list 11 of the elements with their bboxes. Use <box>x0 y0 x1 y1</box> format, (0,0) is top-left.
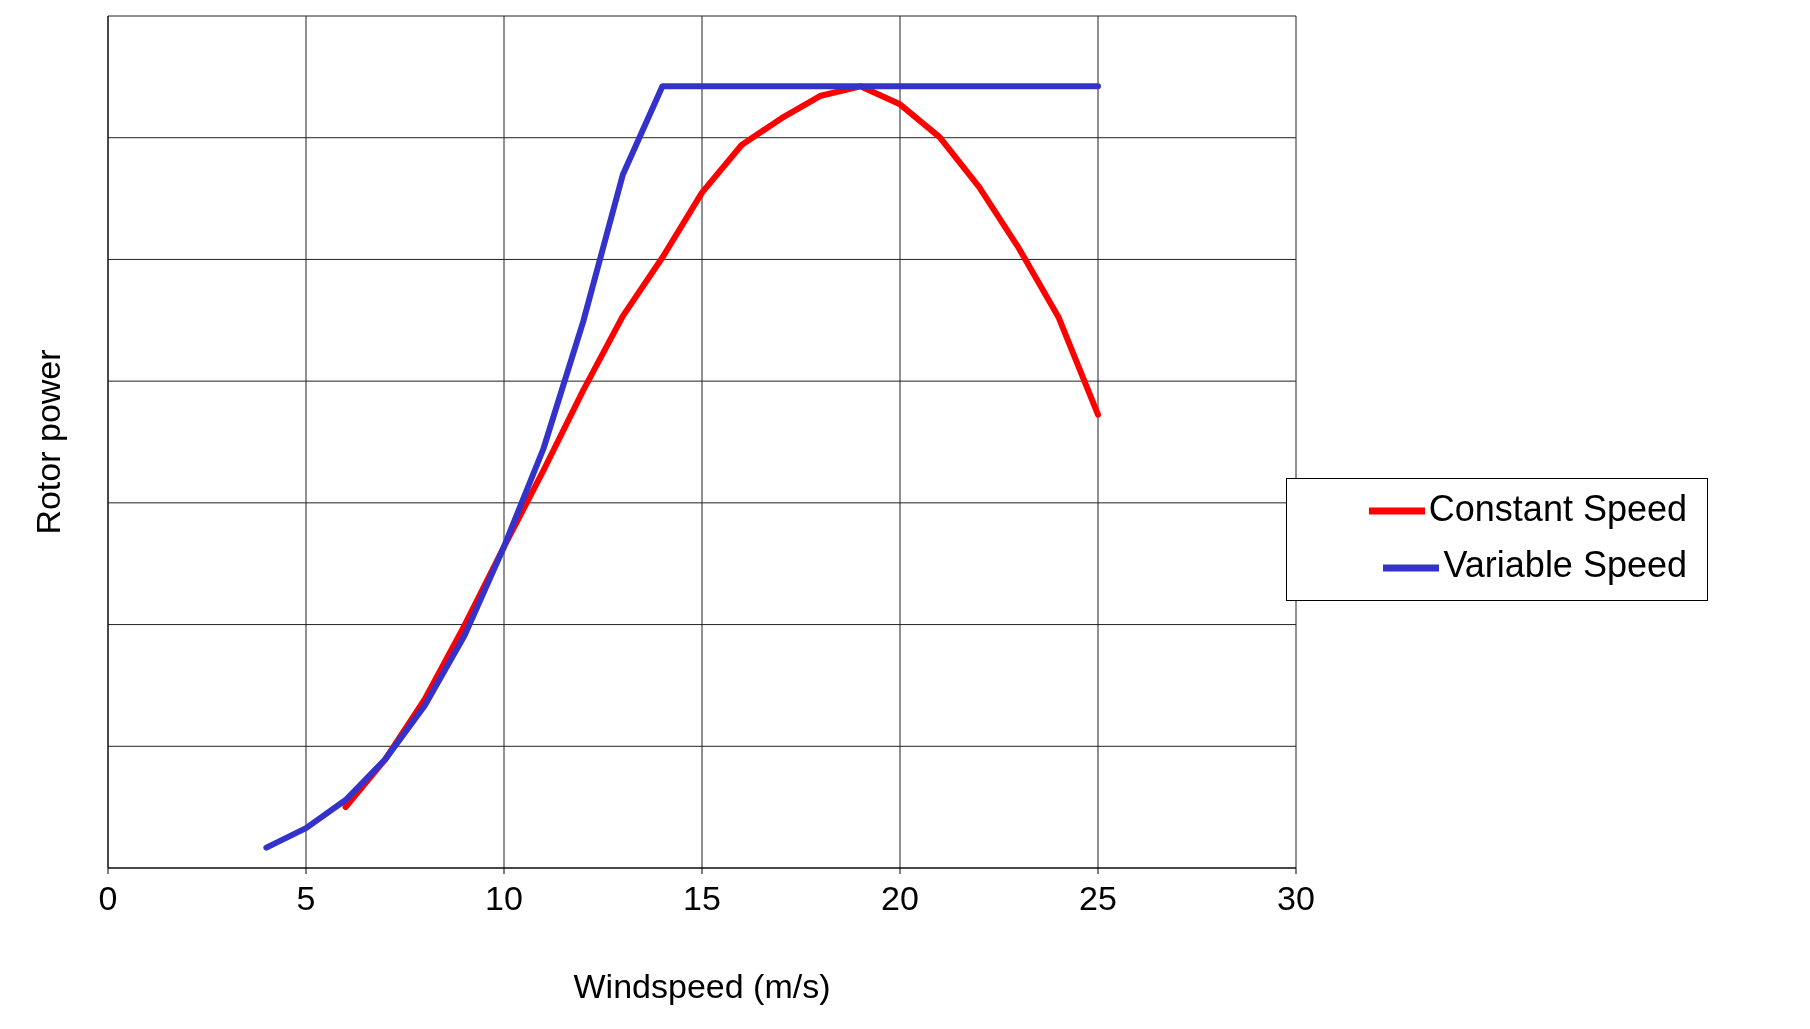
x-tick-label: 25 <box>1079 879 1117 918</box>
x-tick-label: 30 <box>1277 879 1315 918</box>
x-tick-label: 5 <box>296 879 316 918</box>
x-tick-label: 10 <box>485 879 523 918</box>
legend-label: Constant Speed <box>1428 488 1687 529</box>
legend-label: Variable Speed <box>1443 544 1687 586</box>
y-axis-title: Rotor power <box>29 349 68 535</box>
x-axis-title: Windspeed (m/s) <box>573 967 831 1005</box>
x-tick-label: 15 <box>683 879 721 918</box>
x-tick-label: 0 <box>98 879 118 918</box>
x-tick-label: 20 <box>881 879 919 918</box>
